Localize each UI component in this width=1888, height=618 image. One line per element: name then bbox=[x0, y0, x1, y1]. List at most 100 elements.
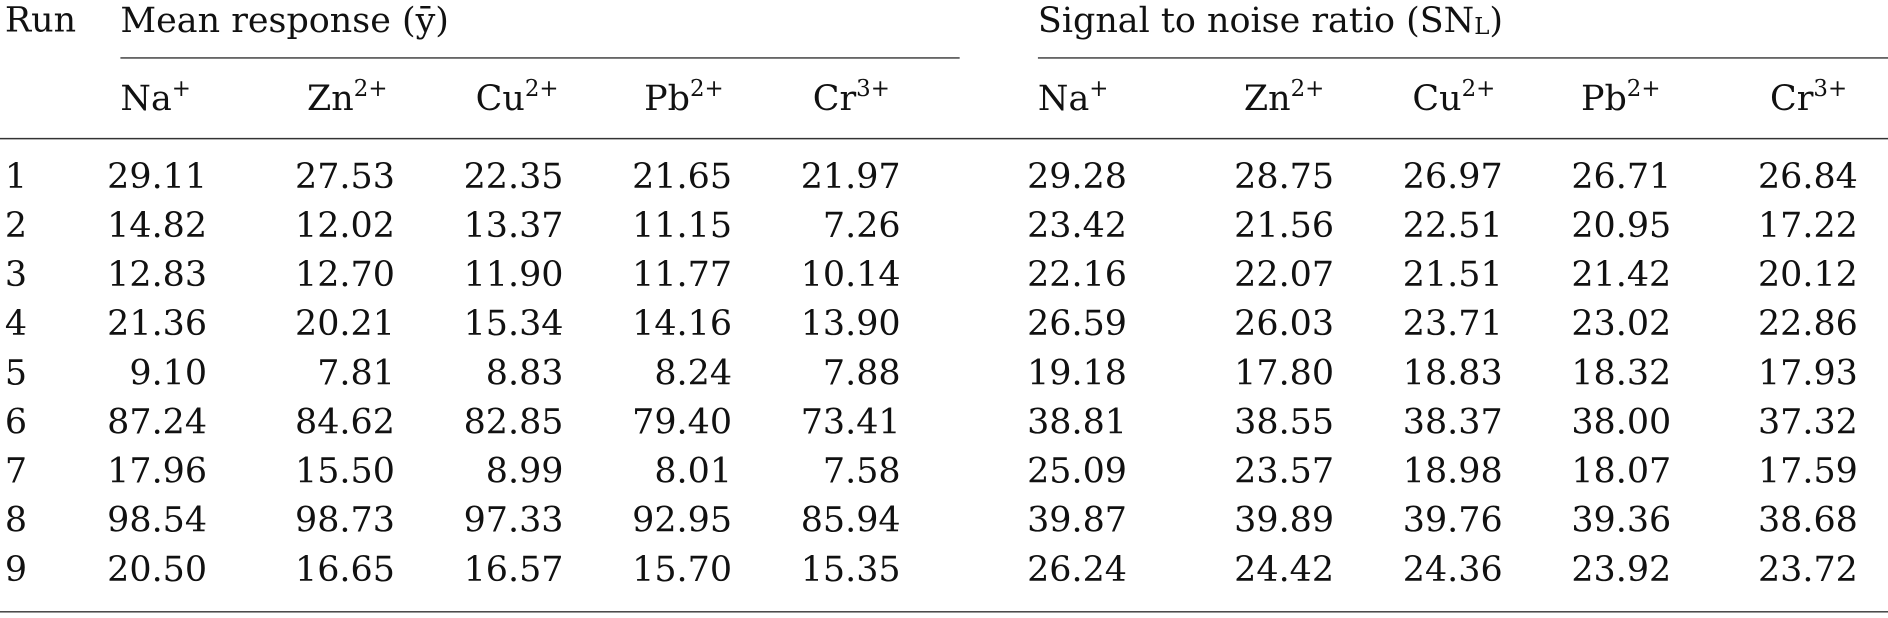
value-cell: 26.03 bbox=[1234, 304, 1334, 344]
value-cell: 17.93 bbox=[1758, 353, 1858, 393]
value-cell: 26.24 bbox=[1027, 550, 1127, 590]
run-cell: 9 bbox=[5, 550, 27, 590]
value-cell: 73.41 bbox=[801, 402, 901, 442]
value-cell: 22.35 bbox=[464, 157, 564, 197]
run-cell: 1 bbox=[5, 157, 27, 197]
run-cell: 5 bbox=[5, 353, 27, 393]
value-cell: 16.65 bbox=[295, 550, 395, 590]
value-cell: 87.24 bbox=[107, 402, 207, 442]
column-header: Cu2+ bbox=[476, 76, 559, 119]
value-cell: 20.21 bbox=[295, 304, 395, 344]
column-header: Na+ bbox=[1038, 76, 1109, 119]
value-cell: 23.72 bbox=[1758, 550, 1858, 590]
column-header-sup: 3+ bbox=[856, 76, 890, 102]
group-title-end: ) bbox=[1489, 0, 1503, 40]
value-cell: 7.58 bbox=[823, 452, 901, 492]
value-cell: 17.59 bbox=[1758, 452, 1858, 492]
value-cell: 15.34 bbox=[464, 304, 564, 344]
group-title-text: Mean response (ȳ) bbox=[120, 0, 449, 40]
value-cell: 17.96 bbox=[107, 452, 207, 492]
column-header-sup: 3+ bbox=[1813, 76, 1847, 102]
column-header-sup: 2+ bbox=[690, 76, 724, 102]
group-title-text: Signal to noise ratio (SN bbox=[1038, 0, 1474, 40]
value-cell: 7.88 bbox=[823, 353, 901, 393]
value-cell: 18.83 bbox=[1403, 353, 1503, 393]
column-header-sup: + bbox=[172, 76, 191, 102]
value-cell: 8.01 bbox=[654, 452, 732, 492]
column-header-base: Cu bbox=[476, 79, 525, 119]
value-cell: 13.90 bbox=[801, 304, 901, 344]
value-cell: 26.71 bbox=[1571, 157, 1671, 197]
value-cell: 38.68 bbox=[1758, 501, 1858, 541]
column-header: Zn2+ bbox=[1244, 76, 1324, 119]
value-cell: 24.42 bbox=[1234, 550, 1334, 590]
value-cell: 38.00 bbox=[1571, 402, 1671, 442]
value-cell: 39.87 bbox=[1027, 501, 1127, 541]
value-cell: 23.57 bbox=[1234, 452, 1334, 492]
column-header-base: Pb bbox=[1581, 79, 1627, 119]
column-header: Pb2+ bbox=[1581, 76, 1661, 119]
value-cell: 26.84 bbox=[1758, 157, 1858, 197]
value-cell: 26.59 bbox=[1027, 304, 1127, 344]
value-cell: 11.90 bbox=[464, 255, 564, 295]
column-header: Cr3+ bbox=[1770, 76, 1847, 119]
value-cell: 20.12 bbox=[1758, 255, 1858, 295]
value-cell: 98.54 bbox=[107, 501, 207, 541]
value-cell: 22.86 bbox=[1758, 304, 1858, 344]
column-header-sup: 2+ bbox=[1627, 76, 1661, 102]
value-cell: 25.09 bbox=[1027, 452, 1127, 492]
column-header-sup: 2+ bbox=[1462, 76, 1496, 102]
value-cell: 38.55 bbox=[1234, 402, 1334, 442]
value-cell: 15.50 bbox=[295, 452, 395, 492]
value-cell: 23.02 bbox=[1571, 304, 1671, 344]
value-cell: 28.75 bbox=[1234, 157, 1334, 197]
value-cell: 97.33 bbox=[464, 501, 564, 541]
value-cell: 12.70 bbox=[295, 255, 395, 295]
value-cell: 23.71 bbox=[1403, 304, 1503, 344]
group-title: Mean response (ȳ) bbox=[120, 0, 449, 40]
value-cell: 8.24 bbox=[654, 353, 732, 393]
value-cell: 9.10 bbox=[129, 353, 207, 393]
value-cell: 15.35 bbox=[801, 550, 901, 590]
column-header-sup: 2+ bbox=[354, 76, 388, 102]
value-cell: 8.99 bbox=[486, 452, 564, 492]
value-cell: 29.11 bbox=[107, 157, 207, 197]
column-header: Cu2+ bbox=[1412, 76, 1495, 119]
value-cell: 21.42 bbox=[1571, 255, 1671, 295]
value-cell: 21.97 bbox=[801, 157, 901, 197]
value-cell: 11.77 bbox=[632, 255, 732, 295]
value-cell: 16.57 bbox=[464, 550, 564, 590]
column-header-sup: 2+ bbox=[525, 76, 559, 102]
column-header-sup: 2+ bbox=[1291, 76, 1325, 102]
run-header: Run bbox=[5, 0, 76, 40]
value-cell: 22.51 bbox=[1403, 206, 1503, 246]
value-cell: 15.70 bbox=[632, 550, 732, 590]
value-cell: 11.15 bbox=[632, 206, 732, 246]
value-cell: 38.37 bbox=[1403, 402, 1503, 442]
value-cell: 22.16 bbox=[1027, 255, 1127, 295]
value-cell: 8.83 bbox=[486, 353, 564, 393]
group-title: Signal to noise ratio (SNL) bbox=[1038, 0, 1503, 40]
value-cell: 21.65 bbox=[632, 157, 732, 197]
value-cell: 12.02 bbox=[295, 206, 395, 246]
value-cell: 7.81 bbox=[317, 353, 395, 393]
value-cell: 85.94 bbox=[801, 501, 901, 541]
run-cell: 4 bbox=[5, 304, 27, 344]
value-cell: 39.76 bbox=[1403, 501, 1503, 541]
value-cell: 23.92 bbox=[1571, 550, 1671, 590]
value-cell: 38.81 bbox=[1027, 402, 1127, 442]
column-header: Cr3+ bbox=[813, 76, 890, 119]
value-cell: 17.80 bbox=[1234, 353, 1334, 393]
column-header: Pb2+ bbox=[644, 76, 724, 119]
value-cell: 21.56 bbox=[1234, 206, 1334, 246]
column-header: Zn2+ bbox=[307, 76, 387, 119]
value-cell: 20.95 bbox=[1571, 206, 1671, 246]
value-cell: 23.42 bbox=[1027, 206, 1127, 246]
group-title-sub: L bbox=[1474, 14, 1489, 40]
column-header-base: Zn bbox=[1244, 79, 1291, 119]
value-cell: 14.16 bbox=[632, 304, 732, 344]
value-cell: 26.97 bbox=[1403, 157, 1503, 197]
column-header-base: Na bbox=[120, 79, 171, 119]
value-cell: 29.28 bbox=[1027, 157, 1127, 197]
